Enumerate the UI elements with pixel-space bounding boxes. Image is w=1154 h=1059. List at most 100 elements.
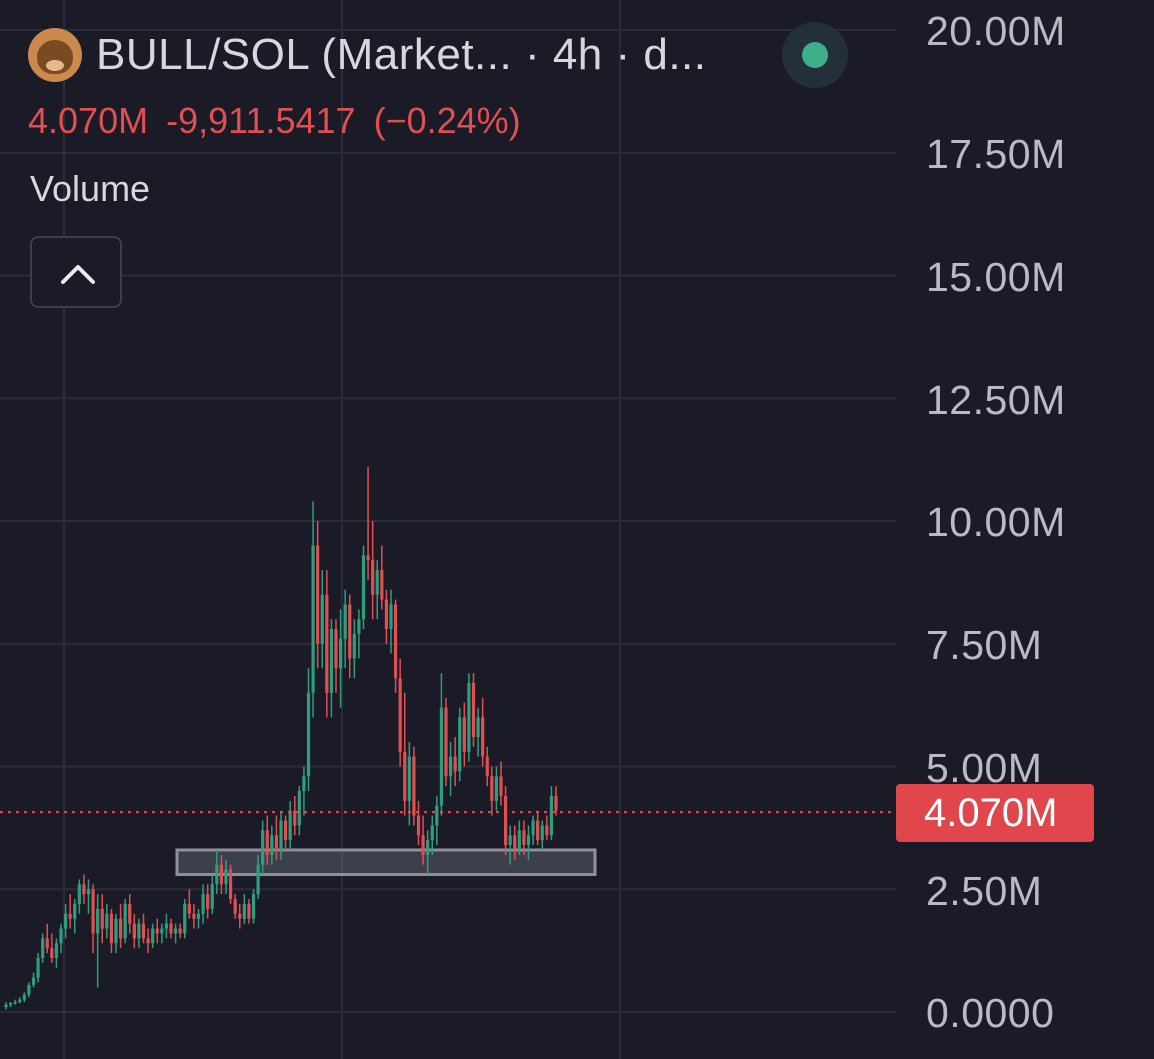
candle-body [412, 756, 416, 816]
candle-body [435, 805, 439, 826]
candle-body [251, 894, 256, 919]
candle-body [36, 957, 40, 978]
candle-body [45, 938, 49, 949]
candle-body [503, 795, 508, 846]
candle-body [96, 908, 100, 934]
candle-body [371, 560, 375, 595]
volume-indicator-label[interactable]: Volume [30, 168, 151, 209]
candle-body [458, 717, 462, 772]
candle-body [183, 903, 187, 934]
chart-header: BULL/SOL (Market... · 4h · d... [28, 28, 707, 82]
candle-body [352, 633, 356, 659]
candle-body [114, 918, 118, 944]
candle-body [462, 717, 466, 752]
candle-body [105, 913, 109, 929]
symbol-title[interactable]: BULL/SOL (Market... · 4h · d... [96, 30, 707, 79]
candle-body [306, 692, 311, 777]
candle-body [481, 717, 485, 757]
candle-body [348, 604, 352, 659]
candle-body [63, 913, 68, 929]
candle-body [494, 776, 499, 801]
candle-body [173, 928, 178, 934]
candle-body [247, 903, 251, 919]
candle-body [375, 570, 379, 595]
candle-body [490, 776, 494, 801]
candle-body [320, 594, 324, 644]
candle-body [196, 913, 201, 919]
candle-body [283, 820, 288, 841]
candle-body [407, 756, 411, 801]
candle-body [4, 1004, 8, 1008]
candle-body [151, 928, 155, 944]
candle-body [513, 835, 517, 850]
candle-body [448, 756, 453, 777]
candle-body [288, 810, 292, 841]
candle-body [18, 999, 22, 1003]
candle-body [82, 884, 86, 895]
candle-body [380, 570, 384, 600]
candle-body [471, 683, 476, 738]
candle-body [215, 864, 219, 885]
candle-body [270, 835, 274, 855]
candle-body [403, 751, 407, 801]
candle-body [485, 756, 489, 777]
candle-body [279, 820, 283, 850]
price-change-percent: (−0.24%) [373, 100, 521, 141]
candle-body [453, 756, 457, 772]
y-axis-label: 5.00M [926, 745, 1043, 791]
candle-body [439, 707, 444, 806]
candle-body [517, 830, 521, 850]
candle-body [316, 545, 320, 644]
price-change: -9,911.5417 [166, 100, 356, 141]
candle-body [210, 884, 214, 909]
price-summary: 4.070M -9,911.5417 (−0.24%) [28, 100, 539, 142]
status-dot-icon [802, 42, 828, 68]
candle-body [128, 903, 132, 924]
collapse-indicators-button[interactable] [30, 236, 122, 308]
candle-body [13, 1002, 17, 1004]
candle-body [109, 913, 114, 944]
candle-body [265, 830, 269, 855]
candle-body [137, 923, 141, 939]
candle-body [302, 776, 306, 792]
y-axis-label: 17.50M [926, 131, 1066, 177]
candle-body [178, 928, 182, 934]
candle-body [228, 869, 233, 900]
bull-logo-icon [28, 28, 82, 82]
candle-body [22, 994, 26, 1000]
candle-body [398, 678, 402, 752]
candle-body [233, 899, 237, 914]
candle-body [123, 903, 127, 939]
candle-body [554, 795, 558, 811]
candle-body [393, 604, 398, 679]
candle-body [206, 894, 210, 909]
candle-body [329, 629, 334, 693]
candle-body [311, 545, 315, 693]
candle-body [187, 903, 191, 914]
y-axis-label: 0.0000 [926, 990, 1055, 1036]
candle-body [8, 1003, 13, 1005]
candle-body [430, 825, 434, 841]
candle-body [192, 913, 196, 919]
candle-body [549, 795, 554, 836]
market-status-indicator [782, 22, 848, 88]
candle-body [416, 815, 421, 836]
candle-body [361, 555, 366, 620]
candle-body [444, 707, 448, 777]
y-axis-label: 12.50M [926, 377, 1066, 423]
candle-body [160, 928, 164, 934]
candle-body [293, 810, 297, 826]
candle-body [325, 594, 329, 693]
last-price-tag: 4.070M [896, 784, 1094, 842]
candle-body [164, 923, 169, 929]
candle-body [41, 938, 45, 958]
candle-body [366, 555, 370, 561]
candle-body [146, 938, 150, 944]
candle-body [531, 820, 535, 836]
support-zone-rectangle [175, 848, 597, 877]
y-axis-label: 7.50M [926, 622, 1043, 668]
candle-body [545, 825, 549, 836]
y-axis-label: 2.50M [926, 868, 1043, 914]
